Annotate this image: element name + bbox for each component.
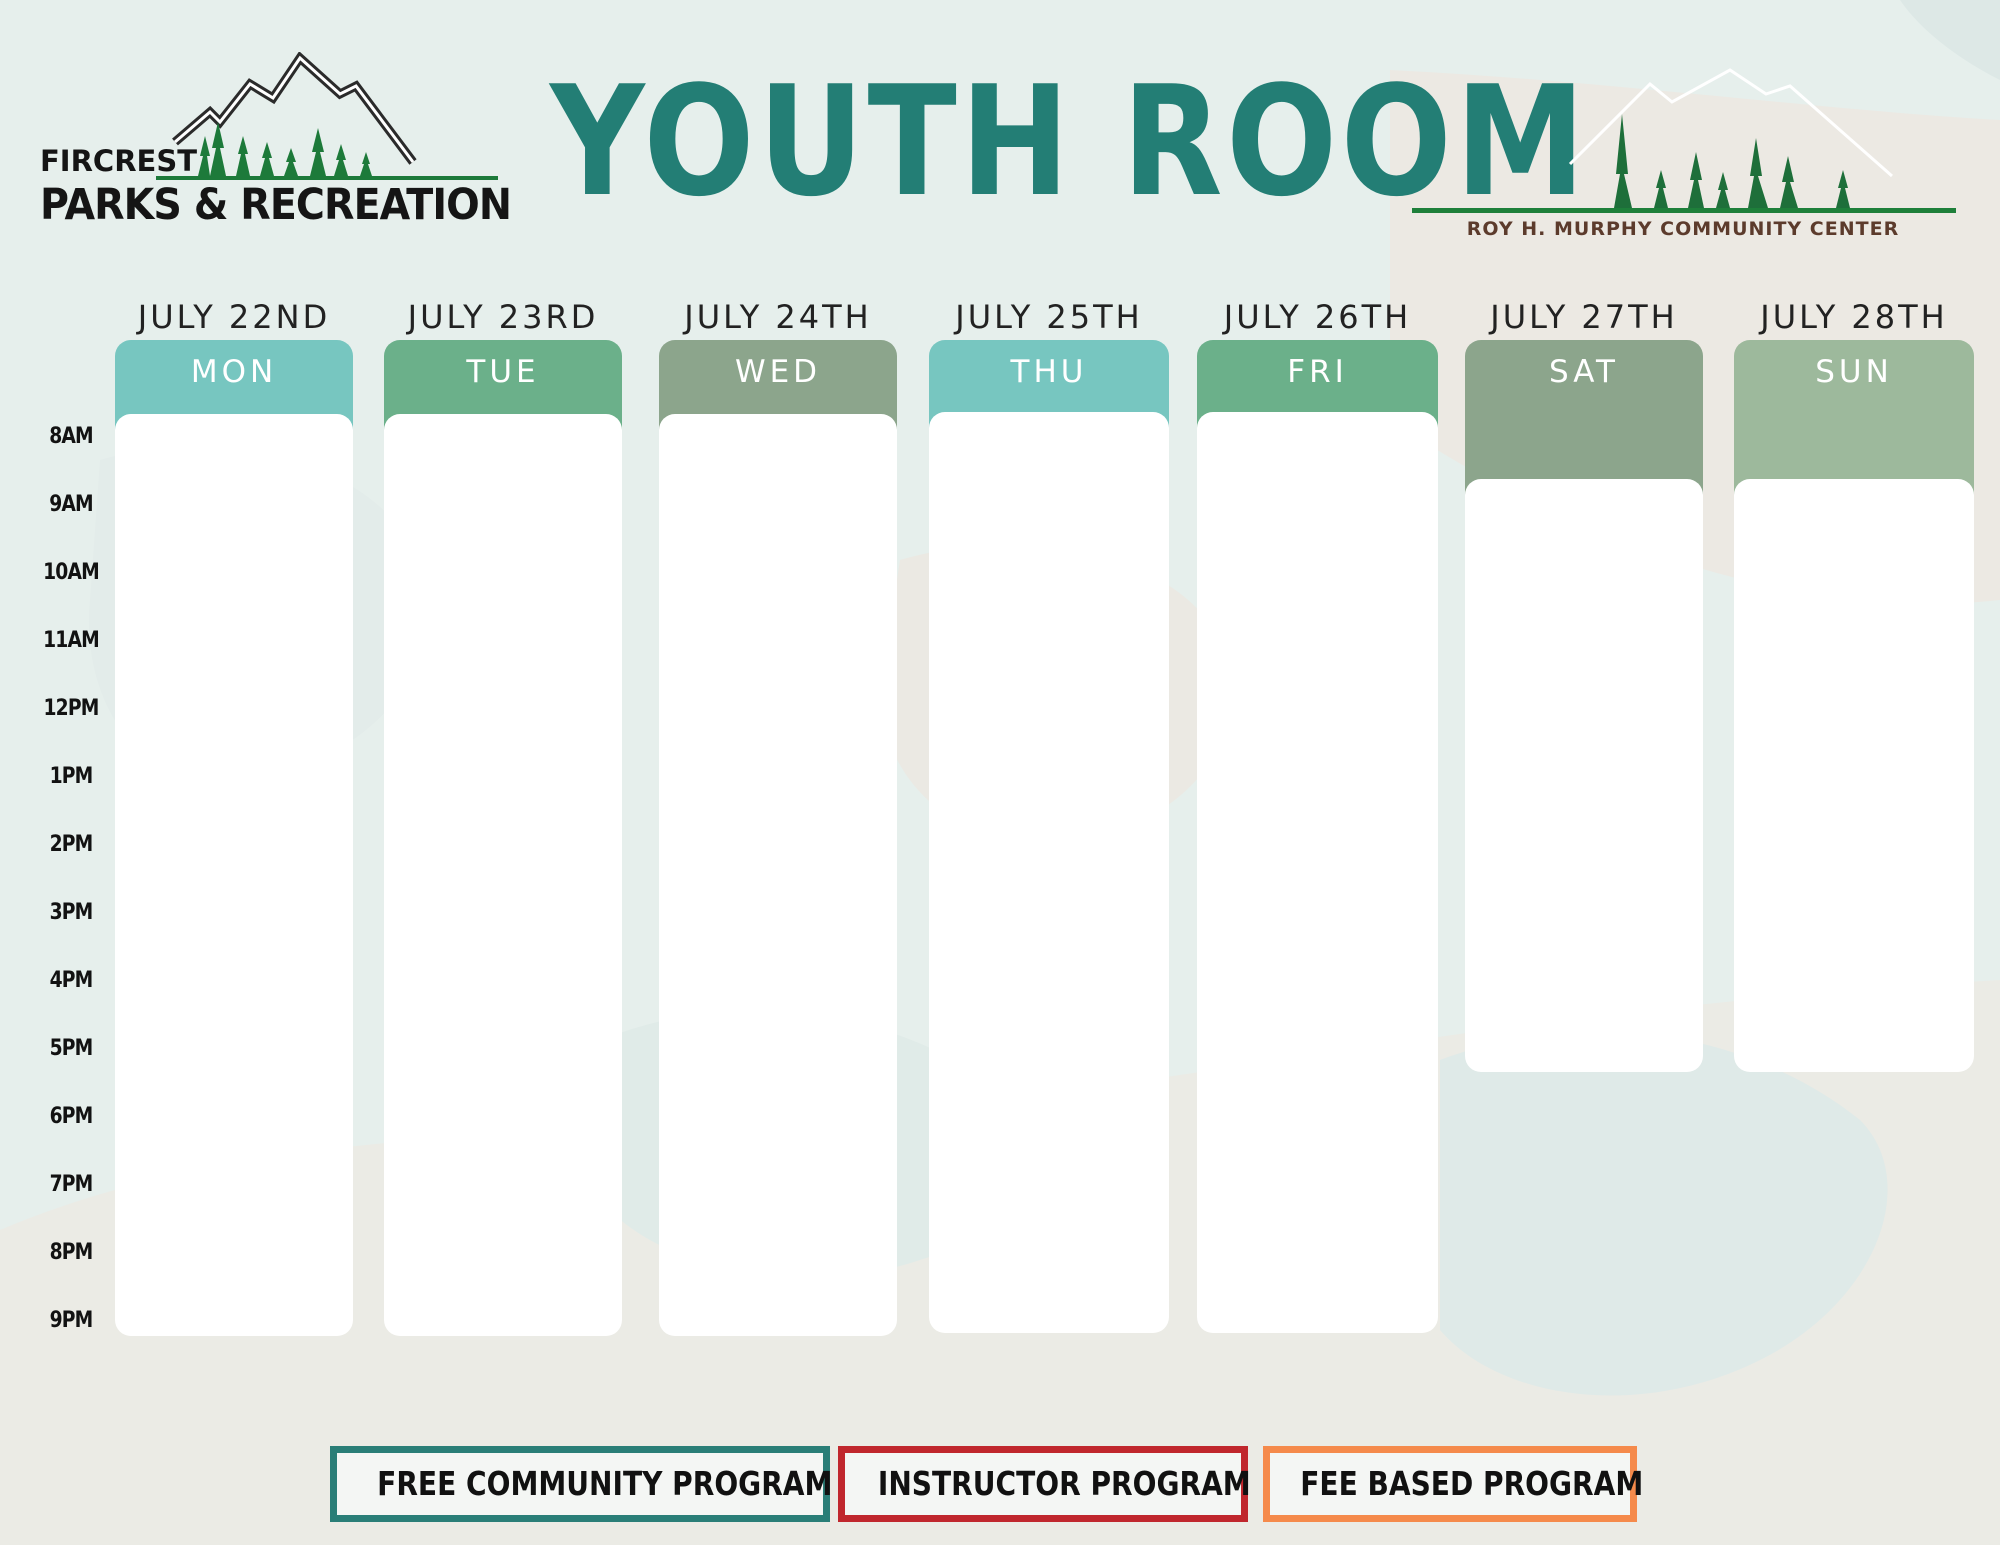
time-label: 12PM bbox=[43, 696, 100, 721]
date-label-tue: JULY 23RD bbox=[407, 298, 599, 336]
date-label-sun: JULY 28TH bbox=[1760, 298, 1948, 336]
legend-instructor-program: INSTRUCTOR PROGRAM bbox=[838, 1446, 1251, 1522]
day-name-mon: MON bbox=[190, 354, 278, 390]
day-schedule-sun[interactable] bbox=[1734, 479, 1974, 1072]
time-label: 2PM bbox=[49, 832, 94, 857]
page-title: YOUTH ROOM bbox=[550, 53, 1589, 230]
time-label: 10AM bbox=[43, 560, 100, 585]
legend-fee-based-program: FEE BASED PROGRAM bbox=[1263, 1446, 1643, 1522]
day-header-sun: SUN bbox=[1734, 340, 1974, 500]
time-label: 9AM bbox=[49, 492, 93, 517]
date-label-fri: JULY 26TH bbox=[1223, 298, 1412, 336]
legend-free-community-program: FREE COMMUNITY PROGRAM bbox=[330, 1446, 833, 1522]
day-schedule-mon[interactable] bbox=[115, 414, 353, 1336]
time-label: 9PM bbox=[49, 1308, 94, 1333]
day-name-fri: FRI bbox=[1287, 354, 1348, 390]
date-label-wed: JULY 24TH bbox=[684, 298, 872, 336]
day-name-sat: SAT bbox=[1549, 354, 1619, 390]
time-label: 5PM bbox=[49, 1036, 94, 1061]
logo-parks-text: PARKS & RECREATION bbox=[40, 180, 512, 230]
logo-fircrest-text: FIRCREST bbox=[40, 144, 198, 178]
day-schedule-sat[interactable] bbox=[1465, 479, 1703, 1072]
time-label: 4PM bbox=[49, 968, 94, 993]
day-name-tue: TUE bbox=[466, 354, 540, 390]
time-label: 1PM bbox=[49, 764, 94, 789]
time-label: 8AM bbox=[49, 424, 93, 449]
day-schedule-tue[interactable] bbox=[384, 414, 622, 1336]
day-schedule-wed[interactable] bbox=[659, 414, 897, 1336]
legend-label-fee: FEE BASED PROGRAM bbox=[1300, 1464, 1644, 1503]
date-label-sat: JULY 27TH bbox=[1490, 298, 1678, 336]
time-label: 11AM bbox=[43, 628, 100, 653]
time-label: 6PM bbox=[49, 1104, 94, 1129]
day-name-thu: THU bbox=[1010, 354, 1088, 390]
day-schedule-thu[interactable] bbox=[929, 412, 1169, 1333]
mountain-trees-icon bbox=[156, 52, 498, 180]
date-label-mon: JULY 22ND bbox=[137, 298, 331, 336]
day-name-wed: WED bbox=[734, 354, 822, 390]
mountain-trees-icon bbox=[1412, 68, 1956, 213]
legend-label-instructor: INSTRUCTOR PROGRAM bbox=[877, 1464, 1251, 1503]
fircrest-parks-logo: FIRCREST PARKS & RECREATION bbox=[38, 52, 512, 242]
logo-community-center-text: ROY H. MURPHY COMMUNITY CENTER bbox=[1466, 218, 1900, 240]
time-label: 8PM bbox=[49, 1240, 94, 1265]
day-header-sat: SAT bbox=[1465, 340, 1703, 500]
day-schedule-fri[interactable] bbox=[1197, 412, 1438, 1333]
day-name-sun: SUN bbox=[1815, 354, 1893, 390]
time-label: 3PM bbox=[49, 900, 94, 925]
roy-murphy-logo: ROY H. MURPHY COMMUNITY CENTER bbox=[1410, 64, 1960, 244]
time-label: 7PM bbox=[49, 1172, 94, 1197]
legend-label-free: FREE COMMUNITY PROGRAM bbox=[377, 1464, 833, 1503]
date-label-thu: JULY 25TH bbox=[955, 298, 1143, 336]
